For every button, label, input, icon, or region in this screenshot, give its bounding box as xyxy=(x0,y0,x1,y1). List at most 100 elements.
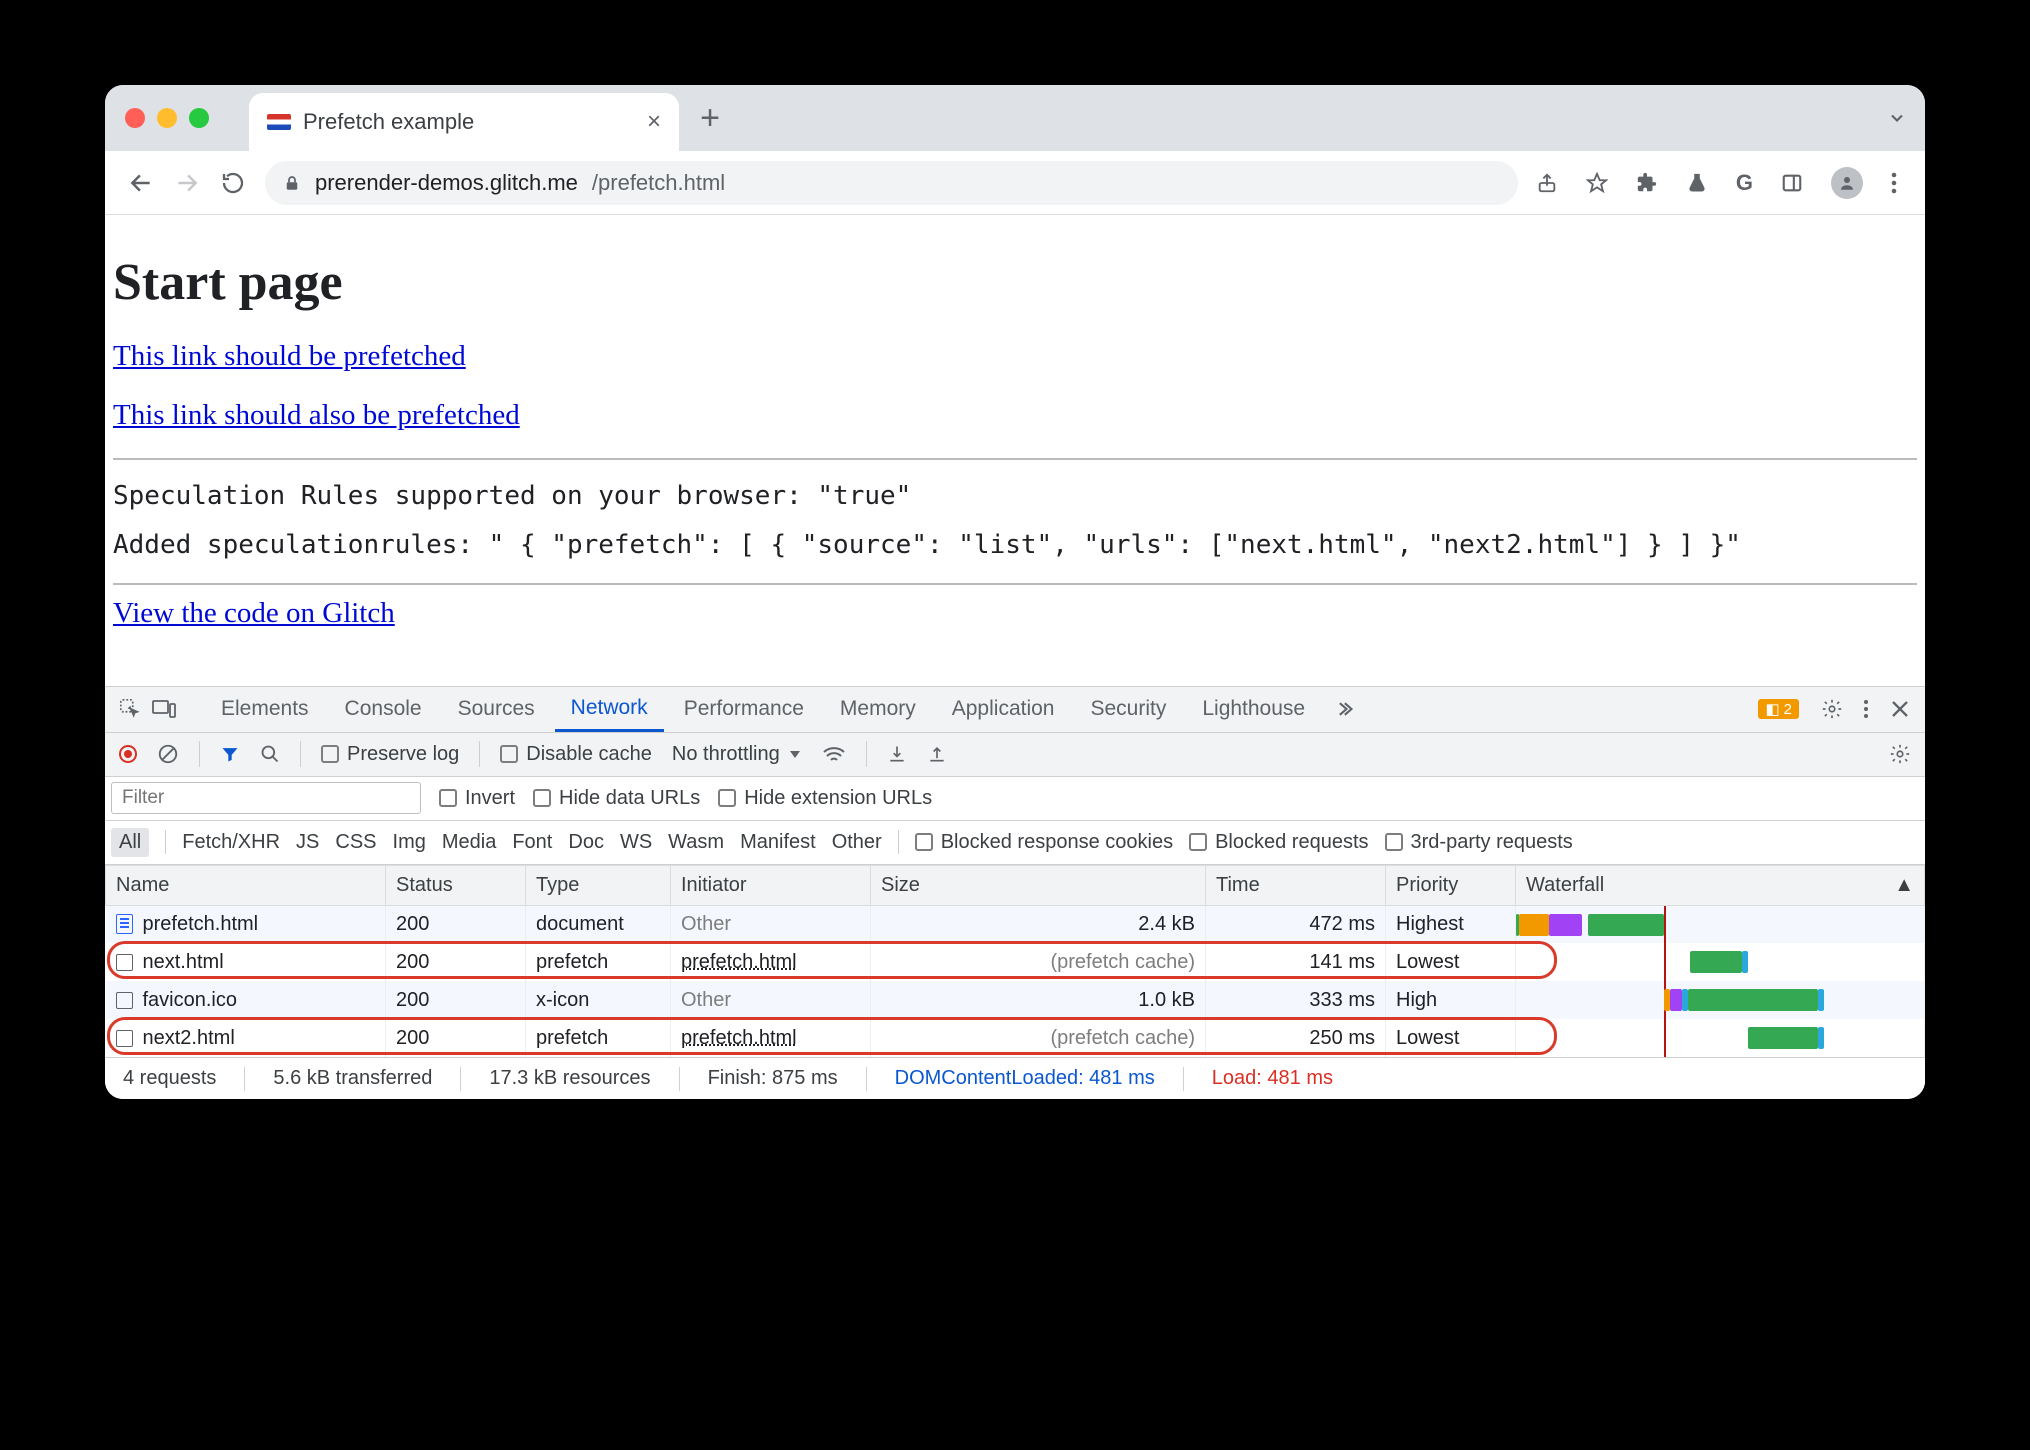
reload-button[interactable] xyxy=(219,171,247,195)
prefetch-link-2[interactable]: This link should also be prefetched xyxy=(113,399,520,431)
throttling-select[interactable]: No throttling xyxy=(672,743,802,766)
devtools-tab-application[interactable]: Application xyxy=(936,686,1071,732)
col-status[interactable]: Status xyxy=(386,865,526,905)
record-button[interactable] xyxy=(119,745,137,763)
devtools-close-icon[interactable] xyxy=(1885,700,1915,718)
browser-window: Prefetch example × + prerender-demos.gli… xyxy=(105,85,1925,1099)
col-priority[interactable]: Priority xyxy=(1386,865,1516,905)
type-filter-css[interactable]: CSS xyxy=(335,831,376,854)
page-title: Start page xyxy=(113,253,1917,312)
type-filter-ws[interactable]: WS xyxy=(620,831,652,854)
type-filter-img[interactable]: Img xyxy=(393,831,426,854)
bookmark-icon[interactable] xyxy=(1586,172,1608,194)
blocked-requests-checkbox[interactable]: Blocked requests xyxy=(1189,831,1368,854)
status-transferred: 5.6 kB transferred xyxy=(273,1067,432,1090)
devtools-tab-sources[interactable]: Sources xyxy=(442,686,551,732)
network-toolbar: Preserve log Disable cache No throttling xyxy=(105,733,1925,777)
filter-icon[interactable] xyxy=(220,744,240,764)
network-status-bar: 4 requests 5.6 kB transferred 17.3 kB re… xyxy=(105,1057,1925,1099)
export-har-icon[interactable] xyxy=(887,744,907,764)
menu-icon[interactable] xyxy=(1891,172,1897,194)
devtools-tab-memory[interactable]: Memory xyxy=(824,686,932,732)
close-window-button[interactable] xyxy=(125,108,145,128)
type-filter-media[interactable]: Media xyxy=(442,831,496,854)
device-icon[interactable] xyxy=(149,699,179,719)
devtools-menu-icon[interactable] xyxy=(1851,699,1881,719)
glitch-link[interactable]: View the code on Glitch xyxy=(113,597,395,629)
profile-avatar[interactable] xyxy=(1831,167,1863,199)
close-tab-icon[interactable]: × xyxy=(647,108,661,136)
more-tabs-icon[interactable] xyxy=(1329,699,1359,719)
zoom-window-button[interactable] xyxy=(189,108,209,128)
forward-button[interactable] xyxy=(173,170,201,196)
document-icon xyxy=(116,914,133,934)
clear-button[interactable] xyxy=(157,743,179,765)
preserve-log-checkbox[interactable]: Preserve log xyxy=(321,743,459,766)
search-icon[interactable] xyxy=(260,744,280,764)
divider xyxy=(113,458,1917,460)
type-filter-wasm[interactable]: Wasm xyxy=(668,831,724,854)
type-filter-js[interactable]: JS xyxy=(296,831,319,854)
devtools-tab-security[interactable]: Security xyxy=(1074,686,1182,732)
share-icon[interactable] xyxy=(1536,172,1558,194)
browser-tab[interactable]: Prefetch example × xyxy=(249,93,679,151)
table-row[interactable]: favicon.ico200x-iconOther1.0 kB333 msHig… xyxy=(106,981,1925,1019)
tab-title: Prefetch example xyxy=(303,109,474,135)
invert-checkbox[interactable]: Invert xyxy=(439,787,515,810)
back-button[interactable] xyxy=(127,170,155,196)
hide-ext-urls-checkbox[interactable]: Hide extension URLs xyxy=(718,787,932,810)
col-size[interactable]: Size xyxy=(871,865,1206,905)
table-row[interactable]: next2.html200prefetchprefetch.html(prefe… xyxy=(106,1019,1925,1057)
settings-gear-icon[interactable] xyxy=(1817,698,1847,720)
google-icon[interactable]: G xyxy=(1736,170,1753,196)
nav-toolbar: prerender-demos.glitch.me/prefetch.html … xyxy=(105,151,1925,215)
type-filter-manifest[interactable]: Manifest xyxy=(740,831,816,854)
url-host: prerender-demos.glitch.me xyxy=(315,170,578,196)
filter-input[interactable] xyxy=(111,782,421,814)
new-tab-button[interactable]: + xyxy=(693,99,727,138)
table-row[interactable]: prefetch.html200documentOther2.4 kB472 m… xyxy=(106,905,1925,943)
file-icon xyxy=(116,1030,133,1047)
warning-badge[interactable]: ◧ 2 xyxy=(1758,699,1799,719)
sidepanel-icon[interactable] xyxy=(1781,172,1803,194)
network-table: NameStatusTypeInitiatorSizeTimePriorityW… xyxy=(105,865,1925,1058)
devtools-tab-console[interactable]: Console xyxy=(329,686,438,732)
devtools-tab-performance[interactable]: Performance xyxy=(668,686,820,732)
devtools-tab-network[interactable]: Network xyxy=(555,686,664,732)
tab-overflow-icon[interactable] xyxy=(1883,108,1911,128)
prefetch-link-1[interactable]: This link should be prefetched xyxy=(113,340,466,372)
col-time[interactable]: Time xyxy=(1206,865,1386,905)
type-filter-doc[interactable]: Doc xyxy=(568,831,604,854)
network-filters: Invert Hide data URLs Hide extension URL… xyxy=(105,777,1925,821)
network-settings-icon[interactable] xyxy=(1889,743,1911,765)
col-waterfall[interactable]: Waterfall▲ xyxy=(1516,865,1925,905)
favicon-icon xyxy=(267,114,291,130)
third-party-checkbox[interactable]: 3rd-party requests xyxy=(1385,831,1573,854)
extensions-icon[interactable] xyxy=(1636,172,1658,194)
table-row[interactable]: next.html200prefetchprefetch.html(prefet… xyxy=(106,943,1925,981)
disable-cache-checkbox[interactable]: Disable cache xyxy=(500,743,652,766)
import-har-icon[interactable] xyxy=(927,744,947,764)
devtools-tab-elements[interactable]: Elements xyxy=(205,686,325,732)
type-filter-font[interactable]: Font xyxy=(512,831,552,854)
labs-icon[interactable] xyxy=(1686,172,1708,194)
col-initiator[interactable]: Initiator xyxy=(671,865,871,905)
status-load: Load: 481 ms xyxy=(1212,1067,1333,1090)
devtools-tab-lighthouse[interactable]: Lighthouse xyxy=(1186,686,1321,732)
type-filter-all[interactable]: All xyxy=(111,828,149,857)
col-type[interactable]: Type xyxy=(526,865,671,905)
url-path: /prefetch.html xyxy=(592,170,725,196)
minimize-window-button[interactable] xyxy=(157,108,177,128)
address-bar[interactable]: prerender-demos.glitch.me/prefetch.html xyxy=(265,161,1518,205)
col-name[interactable]: Name xyxy=(106,865,386,905)
status-resources: 17.3 kB resources xyxy=(489,1067,650,1090)
devtools-tabbar: ElementsConsoleSourcesNetworkPerformance… xyxy=(105,687,1925,733)
blocked-cookies-checkbox[interactable]: Blocked response cookies xyxy=(915,831,1173,854)
network-conditions-icon[interactable] xyxy=(822,744,846,764)
type-filter-other[interactable]: Other xyxy=(832,831,882,854)
status-dcl: DOMContentLoaded: 481 ms xyxy=(895,1067,1155,1090)
type-filter-fetchxhr[interactable]: Fetch/XHR xyxy=(182,831,280,854)
lock-icon xyxy=(283,174,301,192)
inspect-icon[interactable] xyxy=(115,698,145,720)
hide-data-urls-checkbox[interactable]: Hide data URLs xyxy=(533,787,700,810)
